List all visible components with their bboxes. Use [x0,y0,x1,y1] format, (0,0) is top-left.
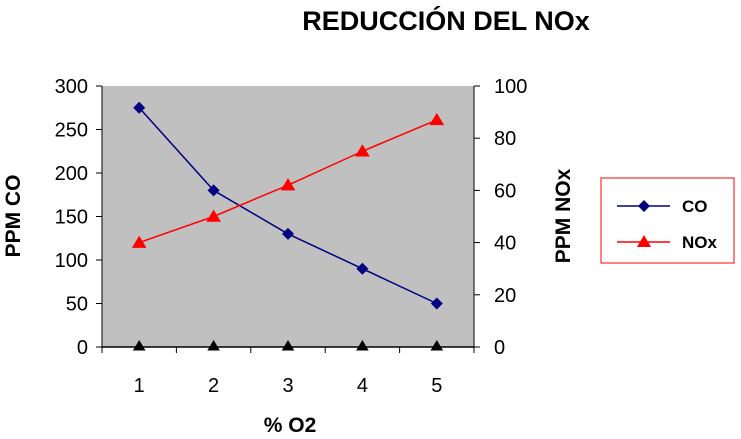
x-tick-label: 3 [282,375,293,397]
legend-marker-co [638,200,650,212]
y2-axis-label: PPM NOx [552,168,575,263]
right-tick-label: 80 [494,128,516,150]
data-point-co [133,101,146,114]
left-tick-label: 150 [55,207,88,229]
right-tick-label: 60 [494,180,516,202]
left-axis: 0 50 100 150 200 250 300 [55,76,103,359]
legend: CO NOx [600,177,735,264]
x-tick-label: 4 [357,375,368,397]
left-tick-label: 200 [55,163,88,185]
x-tick-label: 2 [208,375,219,397]
data-point-co [356,262,369,275]
baseline-marker [430,340,444,351]
baseline-marker [132,340,146,351]
left-tick-label: 0 [77,337,88,359]
data-point-nox [355,144,370,157]
baseline-marker [207,340,220,351]
data-point-nox [131,235,147,248]
data-point-co [282,227,294,240]
plot-area [102,86,474,347]
data-point-nox [429,112,445,126]
x-axis-label: % O2 [264,414,317,437]
left-tick-label: 300 [55,76,88,98]
baseline-marker [281,340,295,351]
legend-marker-nox [637,235,651,247]
data-point-co [207,184,220,197]
left-tick-label: 250 [55,120,88,142]
x-axis: 1 2 3 4 5 [101,346,475,397]
left-tick-label: 100 [55,250,88,272]
legend-label-co: CO [682,197,708,216]
chart-title: REDUCCIÓN DEL NOx [302,5,590,36]
baseline-marker [356,340,369,351]
legend-label-nox: NOx [682,233,718,252]
y-axis-label: PPM CO [2,175,25,258]
right-tick-label: 20 [494,285,516,307]
x-tick-label: 5 [431,375,442,397]
right-axis: 0 20 40 60 80 100 [473,76,527,359]
x-tick-label: 1 [134,375,145,397]
right-tick-label: 100 [494,76,527,98]
right-tick-label: 40 [494,233,516,255]
series-layer [131,101,445,351]
legend-box [600,177,735,264]
data-point-nox [206,209,221,222]
right-tick-label: 0 [494,337,505,359]
data-point-nox [280,178,296,191]
left-tick-label: 50 [66,294,88,316]
data-point-co [430,297,443,310]
